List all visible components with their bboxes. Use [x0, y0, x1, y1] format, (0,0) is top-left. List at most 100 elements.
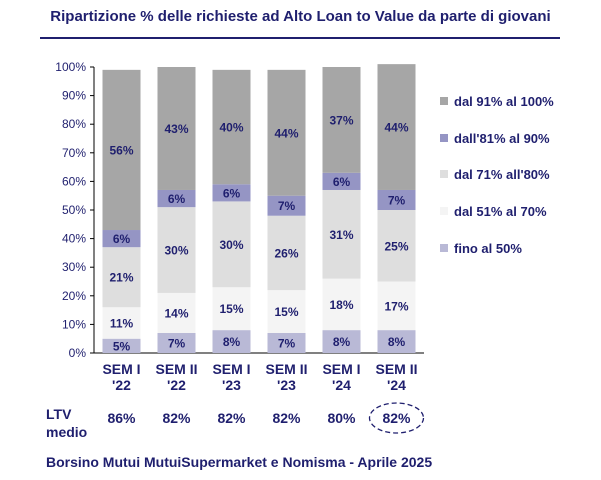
- bar-segment: [212, 201, 251, 288]
- y-tick-label: 100%: [55, 60, 86, 74]
- bar-segment: [377, 281, 416, 331]
- bar-data-label: 26%: [274, 246, 298, 260]
- x-category-label: '24: [332, 377, 351, 393]
- bar-data-label: 14%: [164, 306, 188, 320]
- bar-segment: [212, 69, 251, 185]
- x-category-label: '22: [112, 377, 131, 393]
- bar-segment: [377, 189, 416, 210]
- y-tick-label: 40%: [62, 232, 86, 246]
- bar-data-label: 21%: [109, 271, 133, 285]
- x-category-label: '23: [222, 377, 241, 393]
- x-category-label: '24: [387, 377, 406, 393]
- x-category-label: SEM I: [212, 361, 250, 377]
- y-tick-label: 50%: [62, 203, 86, 217]
- bar-data-label: 8%: [333, 335, 351, 349]
- source-footer: Borsino Mutui MutuiSupermarket e Nomisma…: [46, 454, 433, 470]
- bar-data-label: 31%: [329, 228, 353, 242]
- bar-data-label: 11%: [110, 316, 134, 330]
- bar-data-label: 7%: [278, 199, 296, 213]
- bar-data-label: 30%: [164, 244, 188, 258]
- bar-segment: [377, 330, 416, 353]
- bar-segment: [157, 207, 196, 293]
- bar-segment: [322, 67, 361, 173]
- bar-segment: [267, 195, 306, 216]
- bar-data-label: 15%: [219, 302, 243, 316]
- bar-data-label: 6%: [223, 186, 241, 200]
- bar-data-label: 30%: [219, 238, 243, 252]
- x-category-label: SEM II: [375, 361, 417, 377]
- bar-data-label: 17%: [384, 299, 408, 313]
- bar-data-label: 40%: [219, 121, 243, 135]
- ltv-value: 80%: [327, 410, 356, 426]
- bar-segment: [212, 330, 251, 353]
- bar-data-label: 37%: [329, 113, 353, 127]
- bar-data-label: 8%: [388, 335, 406, 349]
- bar-segment: [102, 230, 141, 248]
- legend-swatch: [440, 244, 448, 252]
- bar-segment: [102, 69, 141, 231]
- bar-data-label: 6%: [168, 192, 186, 206]
- bar-segment: [322, 330, 361, 353]
- ltv-value: 86%: [107, 410, 136, 426]
- legend-swatch: [440, 170, 448, 178]
- x-category-label: SEM I: [102, 361, 140, 377]
- bar-segment: [212, 287, 251, 331]
- bar-segment: [267, 215, 306, 291]
- bar-data-label: 44%: [384, 121, 408, 135]
- bar-segment: [377, 210, 416, 282]
- x-category-label: '23: [277, 377, 296, 393]
- bar-data-label: 18%: [329, 298, 353, 312]
- bar-segment: [157, 292, 196, 333]
- bar-segment: [322, 278, 361, 331]
- y-tick-label: 20%: [62, 289, 86, 303]
- y-tick-label: 60%: [62, 174, 86, 188]
- bar-data-label: 44%: [274, 126, 298, 140]
- bar-segment: [212, 184, 251, 202]
- bar-data-label: 5%: [113, 339, 131, 353]
- legend-label: fino al 50%: [454, 241, 522, 256]
- bar-data-label: 6%: [333, 175, 351, 189]
- y-tick-label: 10%: [62, 317, 86, 331]
- bar-segment: [157, 332, 196, 353]
- bar-segment: [102, 307, 141, 339]
- legend-swatch: [440, 97, 448, 105]
- ltv-highlight-ellipse: [368, 402, 425, 434]
- y-tick-label: 80%: [62, 117, 86, 131]
- bar-segment: [377, 64, 416, 190]
- bar-segment: [157, 189, 196, 208]
- bar-segment: [322, 172, 361, 190]
- legend-label: dall'81% al 90%: [454, 131, 550, 146]
- legend-swatch: [440, 207, 448, 215]
- bar-segment: [102, 247, 141, 308]
- ltv-value: 82%: [382, 410, 411, 426]
- y-tick-label: 70%: [62, 146, 86, 160]
- y-tick-label: 30%: [62, 260, 86, 274]
- ltv-label-line1: LTV: [46, 406, 72, 422]
- legend-label: dal 51% al 70%: [454, 204, 547, 219]
- bar-data-label: 7%: [388, 193, 406, 207]
- bar-segment: [267, 332, 306, 353]
- bar-data-label: 7%: [278, 336, 296, 350]
- legend-swatch: [440, 134, 448, 142]
- ltv-value: 82%: [217, 410, 246, 426]
- bar-data-label: 25%: [384, 239, 408, 253]
- x-category-label: SEM II: [155, 361, 197, 377]
- bar-data-label: 43%: [164, 122, 188, 136]
- bar-segment: [157, 67, 196, 190]
- x-category-label: SEM II: [265, 361, 307, 377]
- y-tick-label: 90%: [62, 89, 86, 103]
- title-divider: [40, 37, 560, 39]
- bar-data-label: 7%: [168, 336, 186, 350]
- ltv-value: 82%: [272, 410, 301, 426]
- bar-data-label: 15%: [274, 305, 298, 319]
- ltv-value: 82%: [162, 410, 191, 426]
- x-category-label: SEM I: [322, 361, 360, 377]
- bar-segment: [267, 290, 306, 333]
- y-tick-label: 0%: [69, 346, 87, 360]
- bar-segment: [267, 69, 306, 196]
- bar-data-label: 6%: [113, 232, 131, 246]
- ltv-label-line2: medio: [46, 424, 88, 440]
- bar-segment: [322, 189, 361, 279]
- bar-segment: [102, 338, 141, 353]
